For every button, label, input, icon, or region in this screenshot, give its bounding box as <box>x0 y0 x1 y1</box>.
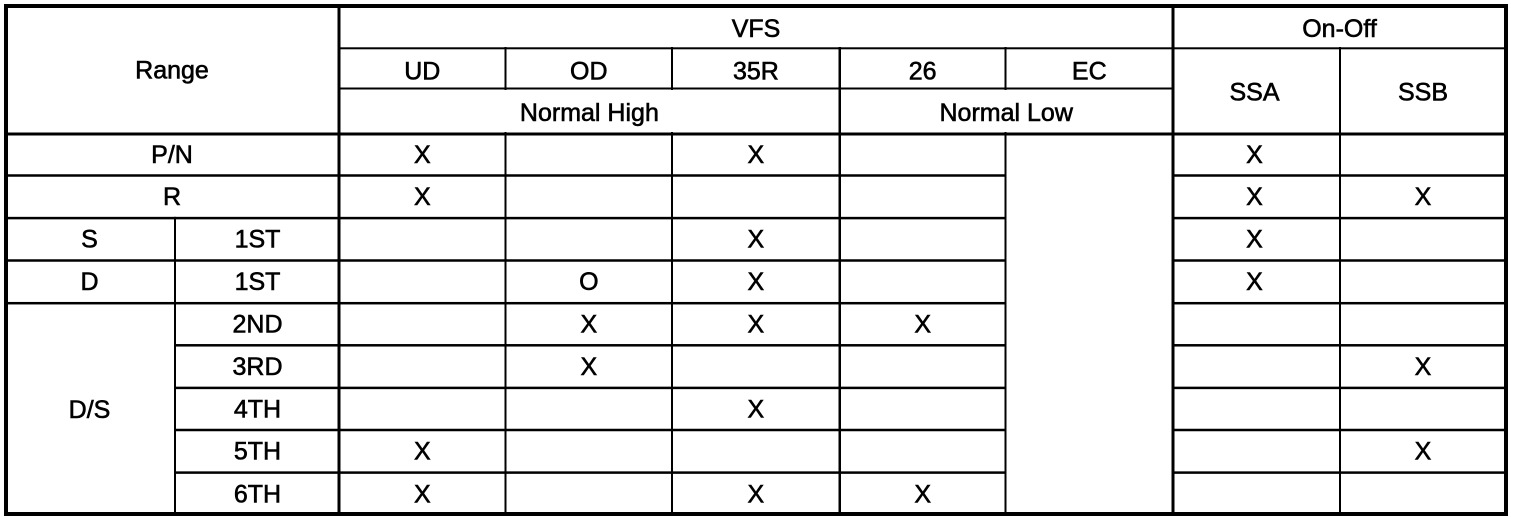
svg-text:UD: UD <box>404 57 440 85</box>
svg-text:S: S <box>81 226 98 254</box>
svg-text:X: X <box>414 438 431 466</box>
svg-text:3RD: 3RD <box>232 353 282 381</box>
svg-text:O: O <box>579 268 598 296</box>
svg-text:X: X <box>580 311 597 339</box>
svg-text:R: R <box>163 183 181 211</box>
svg-text:X: X <box>748 268 765 296</box>
svg-text:X: X <box>748 481 765 509</box>
svg-text:X: X <box>748 311 765 339</box>
svg-text:X: X <box>580 353 597 381</box>
svg-text:X: X <box>414 183 431 211</box>
svg-text:X: X <box>1415 438 1432 466</box>
svg-text:X: X <box>914 311 931 339</box>
svg-text:X: X <box>1415 183 1432 211</box>
svg-text:1ST: 1ST <box>235 226 281 254</box>
svg-text:X: X <box>1246 183 1263 211</box>
svg-text:EC: EC <box>1072 57 1107 85</box>
svg-text:Normal Low: Normal Low <box>940 99 1074 127</box>
svg-text:X: X <box>1246 141 1263 169</box>
svg-text:X: X <box>748 226 765 254</box>
svg-text:OD: OD <box>570 57 608 85</box>
svg-text:P/N: P/N <box>151 141 193 169</box>
svg-text:6TH: 6TH <box>234 481 281 509</box>
svg-text:VFS: VFS <box>732 15 781 43</box>
svg-text:D/S: D/S <box>69 396 111 424</box>
svg-text:X: X <box>914 481 931 509</box>
svg-text:X: X <box>748 141 765 169</box>
svg-text:X: X <box>1246 226 1263 254</box>
svg-text:D: D <box>80 268 98 296</box>
svg-text:SSA: SSA <box>1229 78 1279 106</box>
svg-text:X: X <box>1246 268 1263 296</box>
svg-text:Range: Range <box>135 57 209 85</box>
svg-text:26: 26 <box>909 57 937 85</box>
svg-text:2ND: 2ND <box>232 311 282 339</box>
svg-text:On-Off: On-Off <box>1302 15 1377 43</box>
svg-text:35R: 35R <box>733 57 779 85</box>
svg-text:1ST: 1ST <box>235 268 281 296</box>
svg-text:Normal High: Normal High <box>520 99 659 127</box>
svg-text:X: X <box>748 395 765 423</box>
svg-text:X: X <box>414 141 431 169</box>
svg-text:SSB: SSB <box>1398 78 1448 106</box>
svg-text:X: X <box>1415 353 1432 381</box>
svg-text:5TH: 5TH <box>234 438 281 466</box>
svg-text:4TH: 4TH <box>234 395 281 423</box>
svg-text:X: X <box>414 481 431 509</box>
